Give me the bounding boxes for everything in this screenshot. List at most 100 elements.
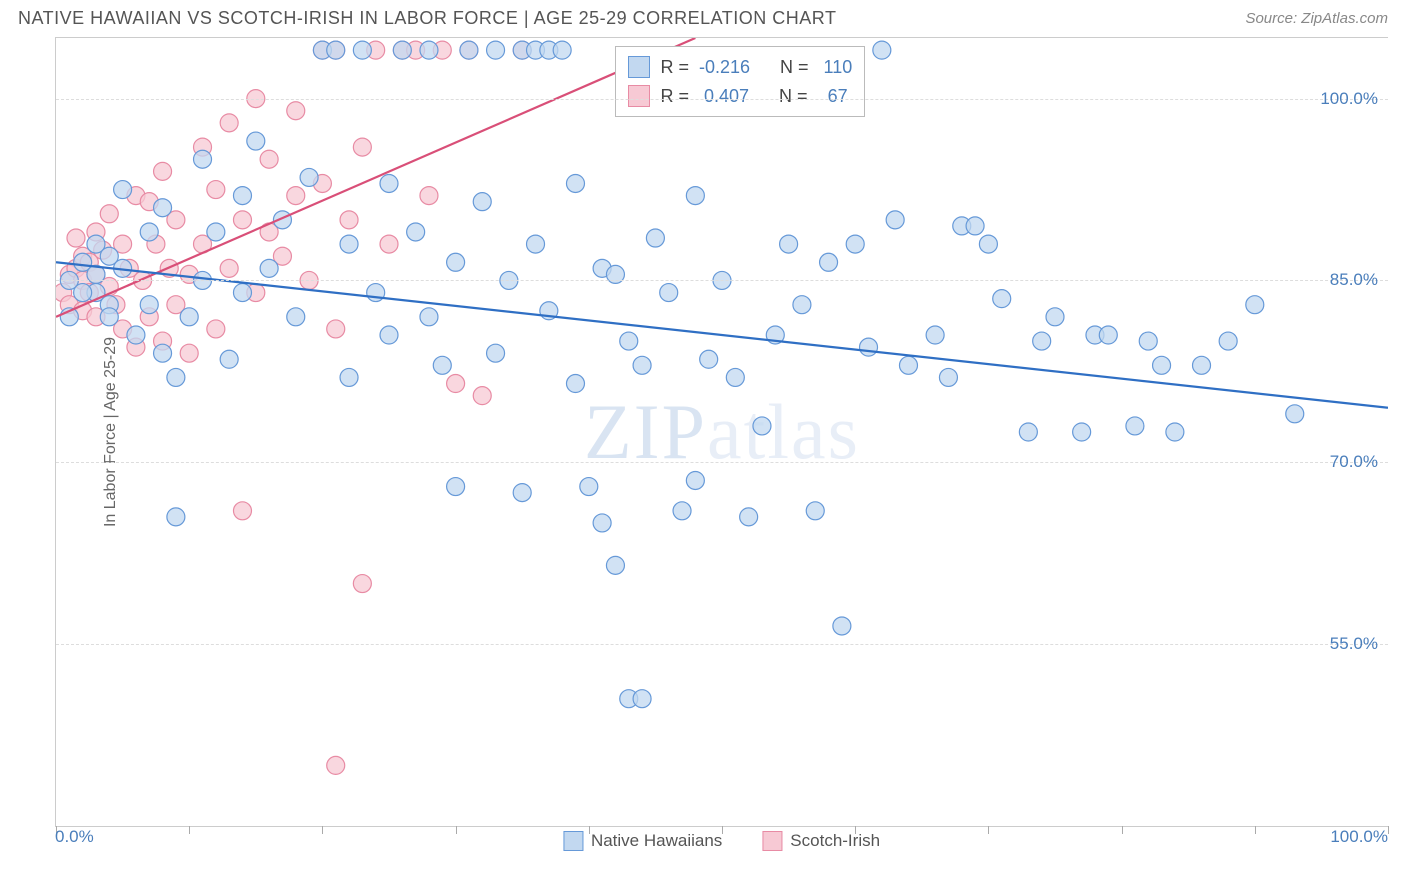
data-point xyxy=(833,617,851,635)
data-point xyxy=(1099,326,1117,344)
data-point xyxy=(593,514,611,532)
legend-item-1: Native Hawaiians xyxy=(563,831,722,851)
x-tick-label-left: 0.0% xyxy=(55,827,94,847)
data-point xyxy=(127,326,145,344)
data-point xyxy=(487,41,505,59)
data-point xyxy=(233,502,251,520)
stats-r-label-2: R = xyxy=(660,82,689,111)
data-point xyxy=(606,556,624,574)
data-point xyxy=(114,181,132,199)
correlation-stats-box: R = -0.216 N = 110 R = 0.407 N = 67 xyxy=(615,46,865,118)
data-point xyxy=(660,284,678,302)
x-tick xyxy=(1388,826,1389,834)
data-point xyxy=(1219,332,1237,350)
data-point xyxy=(100,308,118,326)
data-point xyxy=(686,471,704,489)
data-point xyxy=(860,338,878,356)
data-point xyxy=(633,356,651,374)
chart-area: In Labor Force | Age 25-29 ZIPatlas R = … xyxy=(55,37,1388,827)
stats-n-label-1: N = xyxy=(780,53,809,82)
data-point xyxy=(447,478,465,496)
data-point xyxy=(207,223,225,241)
data-point xyxy=(753,417,771,435)
data-point xyxy=(1046,308,1064,326)
data-point xyxy=(167,368,185,386)
x-tick-label-right: 100.0% xyxy=(1330,827,1388,847)
gridline-h xyxy=(56,462,1388,463)
data-point xyxy=(633,690,651,708)
data-point xyxy=(873,41,891,59)
data-point xyxy=(300,168,318,186)
data-point xyxy=(207,181,225,199)
data-point xyxy=(447,375,465,393)
stats-row-1: R = -0.216 N = 110 xyxy=(628,53,852,82)
data-point xyxy=(513,484,531,502)
stats-n-label-2: N = xyxy=(779,82,808,111)
stats-r-value-2: 0.407 xyxy=(699,82,749,111)
data-point xyxy=(740,508,758,526)
data-point xyxy=(247,132,265,150)
data-point xyxy=(686,187,704,205)
data-point xyxy=(287,187,305,205)
data-point xyxy=(646,229,664,247)
data-point xyxy=(260,259,278,277)
data-point xyxy=(220,259,238,277)
data-point xyxy=(287,308,305,326)
data-point xyxy=(353,41,371,59)
data-point xyxy=(433,356,451,374)
data-point xyxy=(380,174,398,192)
data-point xyxy=(553,41,571,59)
data-point xyxy=(100,205,118,223)
data-point xyxy=(726,368,744,386)
data-point xyxy=(420,187,438,205)
data-point xyxy=(527,235,545,253)
data-point xyxy=(327,320,345,338)
legend-swatch-2 xyxy=(762,831,782,851)
gridline-h xyxy=(56,99,1388,100)
data-point xyxy=(886,211,904,229)
data-point xyxy=(1286,405,1304,423)
data-point xyxy=(673,502,691,520)
data-point xyxy=(1033,332,1051,350)
data-point xyxy=(420,41,438,59)
data-point xyxy=(926,326,944,344)
data-point xyxy=(939,368,957,386)
legend-label-2: Scotch-Irish xyxy=(790,831,880,851)
data-point xyxy=(67,229,85,247)
data-point xyxy=(207,320,225,338)
data-point xyxy=(820,253,838,271)
data-point xyxy=(140,223,158,241)
data-point xyxy=(979,235,997,253)
data-point xyxy=(233,284,251,302)
data-point xyxy=(487,344,505,362)
data-point xyxy=(340,368,358,386)
data-point xyxy=(74,284,92,302)
data-point xyxy=(154,162,172,180)
data-point xyxy=(393,41,411,59)
data-point xyxy=(327,756,345,774)
data-point xyxy=(460,41,478,59)
data-point xyxy=(566,174,584,192)
data-point xyxy=(180,308,198,326)
legend-item-2: Scotch-Irish xyxy=(762,831,880,851)
legend: Native Hawaiians Scotch-Irish xyxy=(563,831,880,851)
data-point xyxy=(194,150,212,168)
data-point xyxy=(340,235,358,253)
data-point xyxy=(1246,296,1264,314)
legend-label-1: Native Hawaiians xyxy=(591,831,722,851)
data-point xyxy=(380,235,398,253)
data-point xyxy=(233,187,251,205)
data-point xyxy=(420,308,438,326)
data-point xyxy=(180,344,198,362)
data-point xyxy=(340,211,358,229)
chart-title: NATIVE HAWAIIAN VS SCOTCH-IRISH IN LABOR… xyxy=(18,8,836,29)
data-point xyxy=(287,102,305,120)
data-point xyxy=(220,350,238,368)
data-point xyxy=(1126,417,1144,435)
gridline-h xyxy=(56,280,1388,281)
stats-n-value-2: 67 xyxy=(818,82,848,111)
data-point xyxy=(380,326,398,344)
data-point xyxy=(566,375,584,393)
data-point xyxy=(793,296,811,314)
data-point xyxy=(846,235,864,253)
